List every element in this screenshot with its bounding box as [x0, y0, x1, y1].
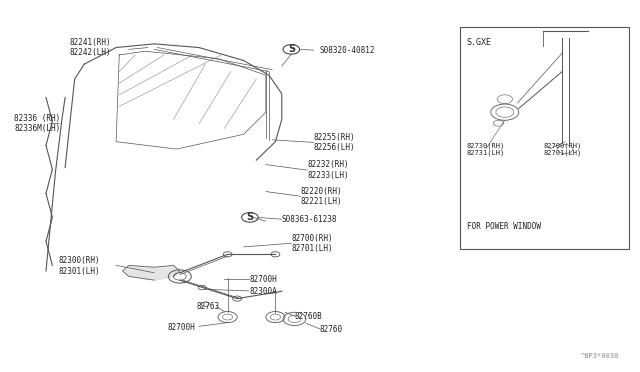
- Text: 82300A: 82300A: [250, 287, 278, 296]
- Text: 82232(RH)
82233(LH): 82232(RH) 82233(LH): [307, 160, 349, 180]
- Polygon shape: [122, 265, 180, 280]
- Text: 82760: 82760: [320, 326, 343, 334]
- Text: 82220(RH)
82221(LH): 82220(RH) 82221(LH): [301, 187, 342, 206]
- Text: S: S: [246, 212, 253, 222]
- Text: ^8P3*0030: ^8P3*0030: [581, 353, 620, 359]
- Text: FOR POWER WINDOW: FOR POWER WINDOW: [467, 222, 541, 231]
- Text: 82730(RH)
82731(LH): 82730(RH) 82731(LH): [467, 142, 505, 156]
- Text: 82300(RH)
82301(LH): 82300(RH) 82301(LH): [59, 256, 100, 276]
- Bar: [460, 27, 629, 249]
- Text: S08363-61238: S08363-61238: [282, 215, 337, 224]
- Text: 82700H: 82700H: [250, 275, 278, 283]
- Text: 82760B: 82760B: [294, 312, 323, 321]
- Text: S: S: [288, 44, 295, 54]
- Text: 82700(RH)
82701(LH): 82700(RH) 82701(LH): [543, 142, 581, 156]
- Text: 82255(RH)
82256(LH): 82255(RH) 82256(LH): [314, 133, 355, 152]
- Text: 82700(RH)
82701(LH): 82700(RH) 82701(LH): [291, 234, 333, 253]
- Text: 82241(RH)
82242(LH): 82241(RH) 82242(LH): [70, 38, 111, 57]
- Text: S08320-40812: S08320-40812: [320, 46, 376, 55]
- Text: 82700H: 82700H: [167, 323, 195, 331]
- Text: S.GXE: S.GXE: [467, 38, 492, 46]
- Text: 82336 (RH)
82336M(LH): 82336 (RH) 82336M(LH): [14, 113, 60, 133]
- Text: 82763: 82763: [197, 302, 220, 311]
